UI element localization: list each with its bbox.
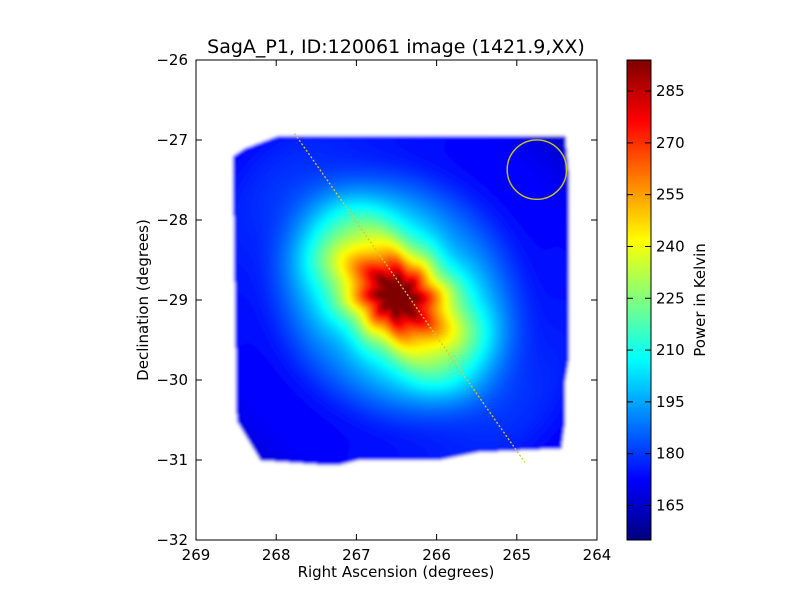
x-tick-label: 264 <box>583 546 612 564</box>
colorbar-label: Power in Kelvin <box>691 243 709 357</box>
x-axis: 269 268 267 266 265 264 <box>182 60 612 564</box>
beam-circle <box>506 139 568 200</box>
y-tick-label: −27 <box>156 131 188 149</box>
y-tick-label: −28 <box>156 211 188 229</box>
heatmap-image <box>196 60 597 540</box>
x-tick-label: 265 <box>502 546 531 564</box>
galactic-plane-line <box>294 133 526 463</box>
colorbar-tick-label: 195 <box>656 393 685 411</box>
y-tick-label: −32 <box>156 531 188 549</box>
y-tick-label: −30 <box>156 371 188 389</box>
y-tick-label: −31 <box>156 451 188 469</box>
x-tick-label: 267 <box>342 546 371 564</box>
colorbar-tick-label: 210 <box>656 341 685 359</box>
colorbar-tick-label: 225 <box>656 289 685 307</box>
colorbar: 165 180 195 210 225 240 255 270 285 Power in Kel… <box>626 59 709 541</box>
colorbar-tick-label: 240 <box>656 237 685 255</box>
y-tick-label: −26 <box>156 51 188 69</box>
chart-title: SagA_P1, ID:120061 image (1421.9,XX) <box>207 36 585 58</box>
y-axis-label: Declination (degrees) <box>134 219 152 381</box>
x-tick-label: 269 <box>182 546 211 564</box>
colorbar-tick-label: 180 <box>656 445 685 463</box>
x-axis-label: Right Ascension (degrees) <box>298 563 495 581</box>
colorbar-tick-label: 270 <box>656 134 685 152</box>
x-tick-label: 266 <box>422 546 451 564</box>
y-axis: −26 −27 −28 −29 −30 −31 −32 <box>156 51 597 549</box>
x-tick-label: 268 <box>262 546 291 564</box>
colorbar-tick-label: 165 <box>656 496 685 514</box>
colorbar-tick-label: 255 <box>656 186 685 204</box>
colorbar-tick-label: 285 <box>656 82 685 100</box>
y-tick-label: −29 <box>156 291 188 309</box>
